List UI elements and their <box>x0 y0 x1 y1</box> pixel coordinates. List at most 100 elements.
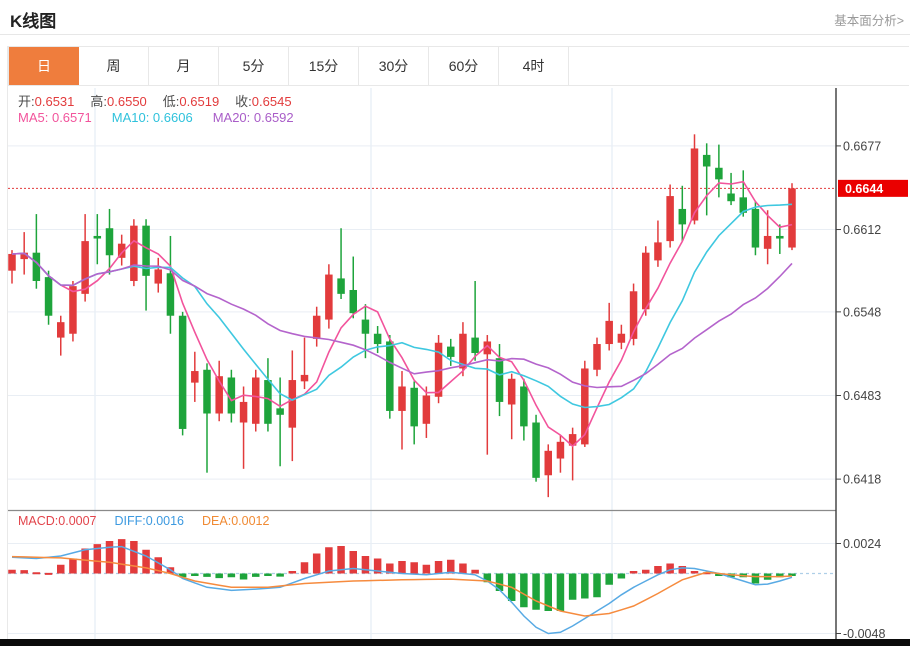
macd-bar <box>556 573 565 611</box>
price-axis-label: 0.6483 <box>843 389 881 403</box>
macd-bar <box>629 571 638 574</box>
price-tag: 0.6644 <box>838 179 908 197</box>
candle-body <box>507 378 516 405</box>
candle-body <box>434 342 443 397</box>
candle-body <box>410 387 418 427</box>
macd-readout-diff: DIFF:0.0016 <box>114 514 184 528</box>
ohlc-low: 低:0.6519 <box>162 94 220 109</box>
candle-body <box>312 315 321 339</box>
candle-body <box>678 208 687 225</box>
macd-bar <box>434 561 443 574</box>
price-axis-label: 0.6612 <box>843 223 881 237</box>
chart-canvas[interactable]: 0.6677 0.6612 0.6548 0.6483 0.6418 0.0024 -0.0… <box>0 84 910 651</box>
macd-bar <box>215 573 223 579</box>
candle-body <box>117 243 126 258</box>
svg-text:0.6644: 0.6644 <box>845 182 883 196</box>
ma20-line <box>11 252 793 389</box>
macd-bar <box>191 573 199 576</box>
candle-body <box>715 167 723 180</box>
macd-bar <box>715 573 723 576</box>
macd-bar <box>361 556 370 574</box>
dea-line <box>11 555 793 617</box>
candles-group <box>8 134 796 498</box>
candle-body <box>166 273 175 316</box>
macd-bar <box>300 562 309 574</box>
macd-bar <box>32 572 41 575</box>
candle-body <box>252 377 260 424</box>
candle-body <box>788 188 796 248</box>
macd-bar <box>130 541 138 574</box>
kline-svg: 0.6677 0.6612 0.6548 0.6483 0.6418 0.0024 -0.0… <box>7 88 908 641</box>
candle-body <box>191 371 199 383</box>
macd-bar <box>227 573 236 578</box>
macd-bar <box>8 569 16 574</box>
candle-body <box>398 386 406 411</box>
candle-body <box>276 408 284 415</box>
tab-30分[interactable]: 30分 <box>359 47 429 85</box>
macd-bar <box>337 546 345 574</box>
macd-bar <box>410 562 418 574</box>
candle-body <box>447 346 455 357</box>
macd-axis-label: -0.0048 <box>843 627 885 641</box>
tab-日[interactable]: 日 <box>9 47 79 85</box>
ma-readout-ma20: MA20: 0.6592 <box>212 110 294 125</box>
macd-bar <box>471 569 479 574</box>
candle-body <box>532 422 540 478</box>
candle-body <box>483 341 492 355</box>
candle-body <box>215 376 223 414</box>
candle-body <box>93 235 102 239</box>
macd-bar <box>398 561 406 574</box>
candle-body <box>142 225 150 276</box>
candle-body <box>690 148 699 221</box>
ma10-line <box>11 203 793 409</box>
macd-bar <box>447 559 455 574</box>
ma-readout-ma5: MA5: 0.6571 <box>18 110 92 125</box>
macd-bar <box>776 573 784 578</box>
candle-body <box>239 401 248 423</box>
macd-bar <box>642 569 650 574</box>
macd-bar <box>288 571 297 574</box>
macd-bar <box>178 573 187 578</box>
macd-bar <box>252 573 260 577</box>
macd-bar <box>483 573 492 583</box>
candle-body <box>130 225 138 281</box>
candle-body <box>739 197 747 213</box>
candle-body <box>666 196 674 242</box>
candle-body <box>727 193 735 202</box>
macd-bar <box>44 572 53 575</box>
bottom-scrollbar[interactable] <box>0 639 910 646</box>
price-axis-label: 0.6677 <box>843 139 881 153</box>
candle-body <box>57 322 65 338</box>
price-axis-label: 0.6548 <box>843 305 881 319</box>
macd-bar <box>105 541 114 574</box>
tab-15分[interactable]: 15分 <box>289 47 359 85</box>
tab-月[interactable]: 月 <box>149 47 219 85</box>
macd-histogram <box>8 539 796 611</box>
macd-bar <box>142 549 150 574</box>
macd-bar <box>69 558 77 574</box>
fundamental-analysis-link[interactable]: 基本面分析> <box>834 14 904 28</box>
macd-bar <box>654 566 662 574</box>
macd-bar <box>520 573 528 608</box>
tab-4时[interactable]: 4时 <box>499 47 569 85</box>
macd-bar <box>690 571 699 574</box>
page-title: K线图 <box>10 12 57 31</box>
candle-body <box>556 441 565 459</box>
macd-bar <box>325 547 333 574</box>
candle-body <box>20 252 28 260</box>
macd-readout-macd: MACD:0.0007 <box>18 514 97 528</box>
candle-body <box>629 291 638 339</box>
candle-body <box>349 289 357 314</box>
tab-60分[interactable]: 60分 <box>429 47 499 85</box>
candle-body <box>642 252 650 310</box>
macd-bar <box>203 573 211 577</box>
tab-周[interactable]: 周 <box>79 47 149 85</box>
candle-body <box>361 319 370 334</box>
macd-bar <box>422 564 431 574</box>
candle-body <box>763 235 772 249</box>
panel-left-border <box>7 46 8 639</box>
ohlc-close: 收:0.6545 <box>235 94 292 109</box>
tab-5分[interactable]: 5分 <box>219 47 289 85</box>
macd-bar <box>93 544 102 574</box>
candle-body <box>568 434 577 446</box>
